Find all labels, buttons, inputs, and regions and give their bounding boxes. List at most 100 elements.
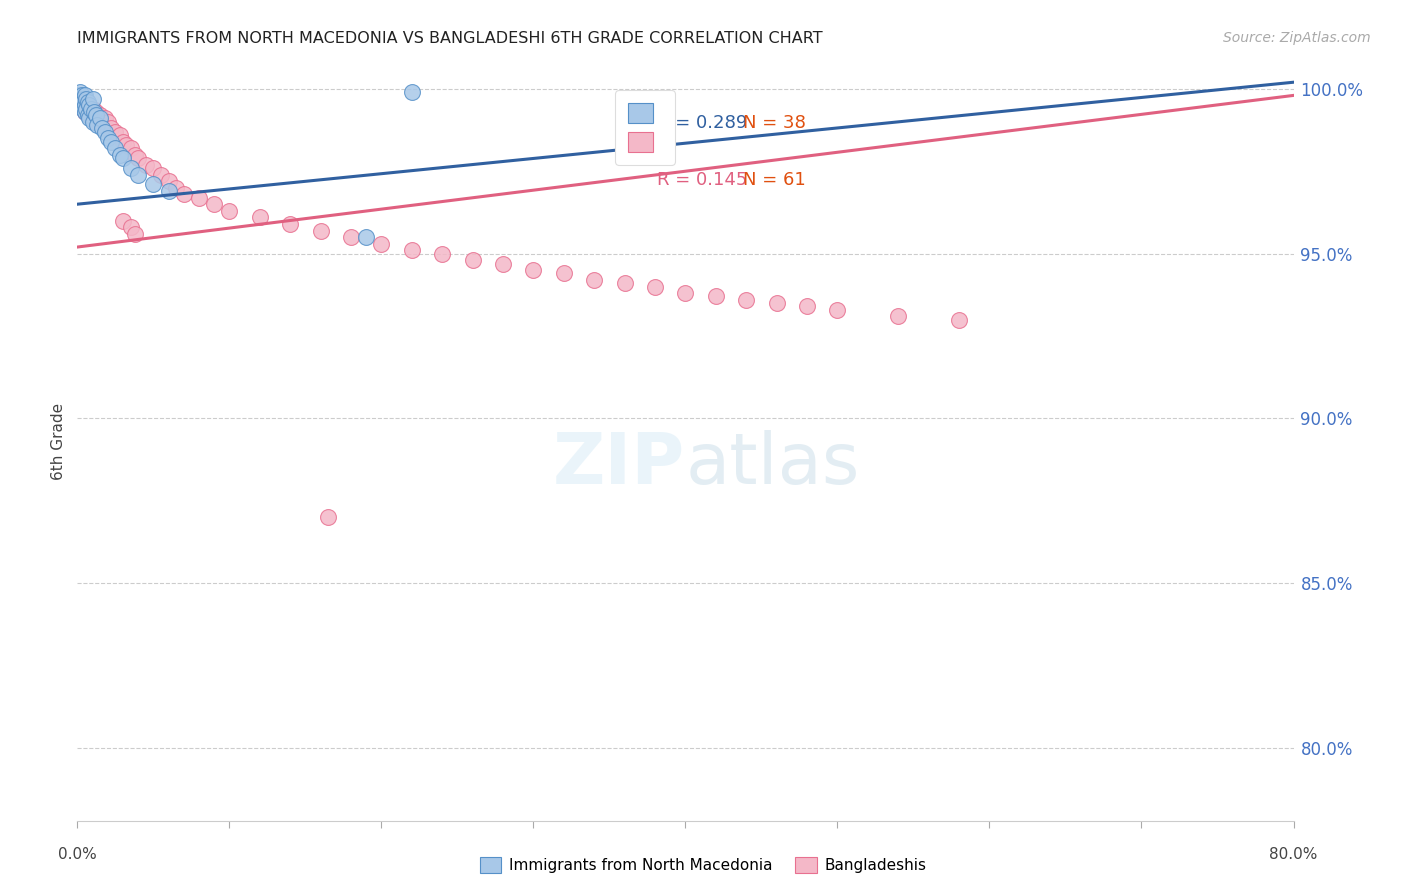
Point	[249, 211, 271, 225]
Point	[83, 112, 105, 126]
Point	[111, 151, 134, 165]
Point	[278, 217, 301, 231]
Y-axis label: 6th Grade: 6th Grade	[51, 403, 66, 480]
Point	[309, 223, 332, 237]
Text: atlas: atlas	[686, 430, 860, 499]
Point	[70, 95, 93, 109]
Point	[72, 95, 94, 109]
Point	[340, 230, 363, 244]
Point	[69, 85, 91, 99]
Point	[86, 115, 108, 129]
Point	[948, 312, 970, 326]
Point	[73, 98, 96, 112]
Point	[77, 98, 100, 112]
Point	[79, 112, 101, 126]
Point	[111, 135, 134, 149]
Point	[104, 141, 127, 155]
Point	[492, 256, 515, 270]
Point	[72, 95, 94, 109]
Text: 80.0%: 80.0%	[1270, 847, 1317, 862]
Point	[796, 299, 818, 313]
Point	[115, 137, 138, 152]
Point	[72, 92, 94, 106]
Point	[675, 286, 697, 301]
Point	[90, 118, 112, 132]
Point	[86, 118, 108, 132]
Point	[104, 125, 127, 139]
Point	[127, 151, 149, 165]
Point	[188, 191, 211, 205]
Text: N = 61: N = 61	[742, 171, 806, 189]
Text: ZIP: ZIP	[553, 430, 686, 499]
Point	[401, 244, 423, 258]
Point	[70, 98, 93, 112]
Point	[644, 279, 666, 293]
Point	[613, 277, 636, 291]
Point	[120, 141, 142, 155]
Point	[827, 302, 849, 317]
Point	[704, 289, 727, 303]
Point	[97, 131, 120, 145]
Point	[142, 161, 165, 175]
Point	[100, 121, 122, 136]
Point	[97, 115, 120, 129]
Point	[583, 273, 606, 287]
Point	[82, 115, 104, 129]
Point	[93, 112, 115, 126]
Point	[77, 95, 100, 109]
Point	[75, 102, 97, 116]
Point	[522, 263, 544, 277]
Point	[120, 161, 142, 175]
Point	[93, 125, 115, 139]
Point	[73, 104, 96, 119]
Point	[73, 104, 96, 119]
Point	[70, 92, 93, 106]
Point	[75, 102, 97, 116]
Point	[69, 95, 91, 109]
Point	[84, 108, 107, 122]
Point	[90, 121, 112, 136]
Point	[73, 98, 96, 112]
Point	[77, 108, 100, 122]
Point	[354, 230, 377, 244]
Point	[75, 92, 97, 106]
Text: IMMIGRANTS FROM NORTH MACEDONIA VS BANGLADESHI 6TH GRADE CORRELATION CHART: IMMIGRANTS FROM NORTH MACEDONIA VS BANGL…	[77, 31, 823, 46]
Point	[111, 213, 134, 227]
Point	[135, 158, 157, 172]
Point	[89, 112, 111, 126]
Point	[72, 102, 94, 116]
Point	[157, 174, 180, 188]
Legend: Immigrants from North Macedonia, Bangladeshis: Immigrants from North Macedonia, Banglad…	[474, 851, 932, 879]
Point	[124, 227, 146, 241]
Point	[735, 293, 758, 307]
Point	[79, 104, 101, 119]
Point	[127, 168, 149, 182]
Text: R = 0.289: R = 0.289	[658, 114, 748, 132]
Point	[67, 92, 90, 106]
Point	[80, 102, 103, 116]
Point	[218, 203, 240, 218]
Point	[69, 92, 91, 106]
Point	[142, 178, 165, 192]
Point	[173, 187, 195, 202]
Text: R = 0.145: R = 0.145	[658, 171, 748, 189]
Text: 0.0%: 0.0%	[58, 847, 97, 862]
Point	[82, 92, 104, 106]
Point	[165, 180, 187, 194]
Point	[149, 168, 172, 182]
Point	[100, 135, 122, 149]
Point	[73, 88, 96, 103]
Point	[120, 220, 142, 235]
Point	[887, 310, 910, 324]
Point	[82, 102, 104, 116]
Point	[70, 88, 93, 103]
Point	[79, 98, 101, 112]
Text: Source: ZipAtlas.com: Source: ZipAtlas.com	[1223, 31, 1371, 45]
Point	[89, 108, 111, 122]
Point	[461, 253, 484, 268]
Legend: , : ,	[616, 90, 675, 164]
Point	[80, 108, 103, 122]
Point	[108, 147, 131, 161]
Point	[553, 267, 575, 281]
Point	[83, 104, 105, 119]
